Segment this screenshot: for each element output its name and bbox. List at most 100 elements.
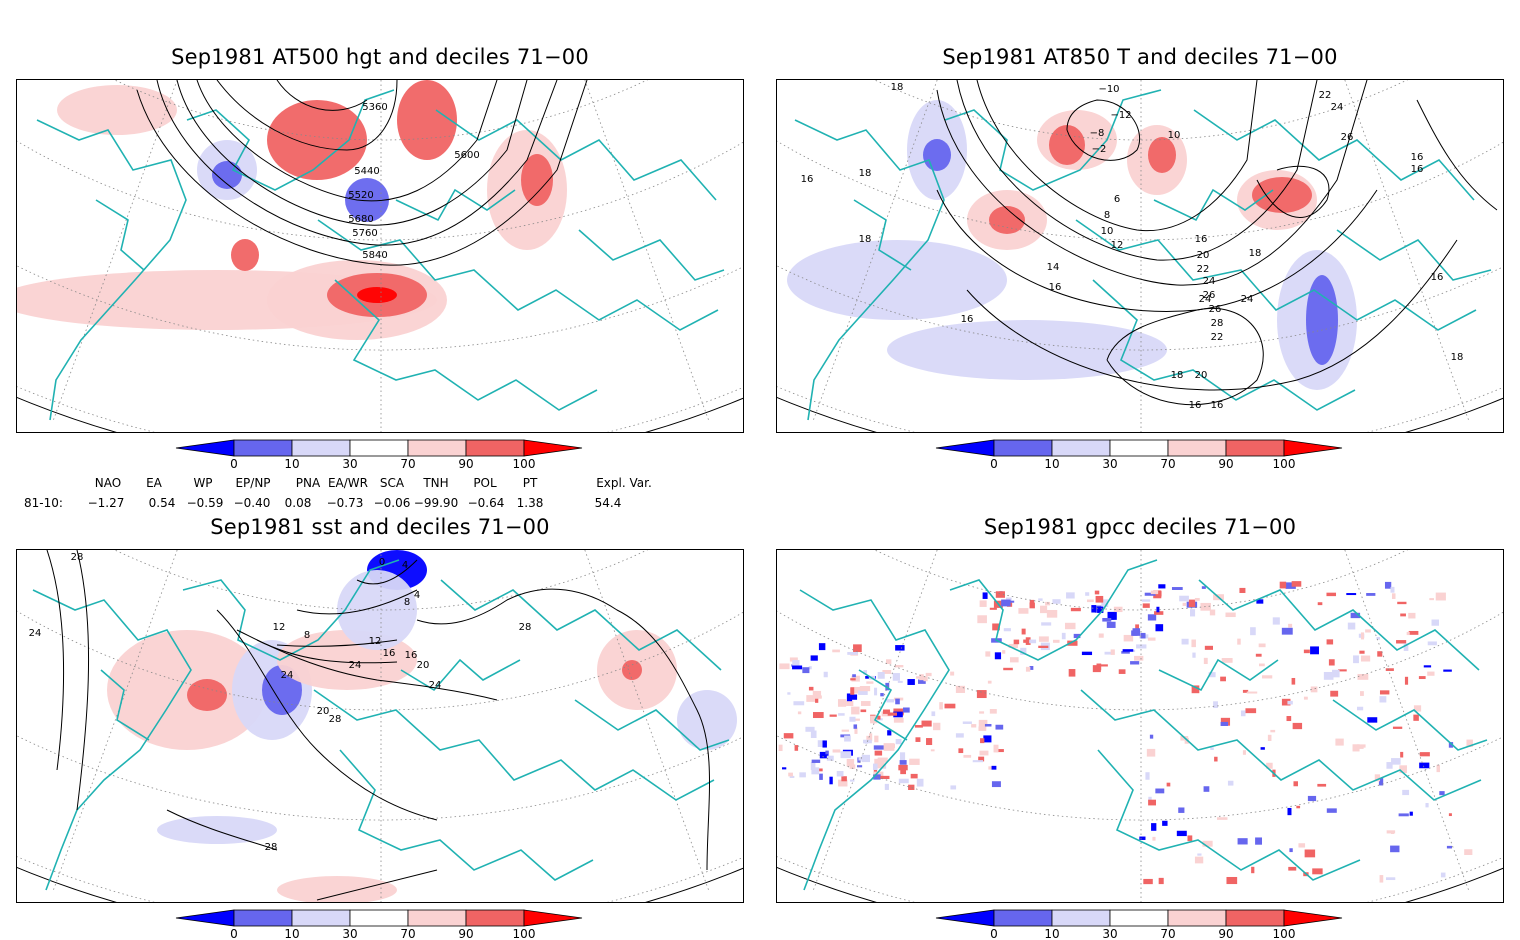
precip-decile-cell — [873, 769, 878, 773]
precip-decile-cell — [1310, 646, 1319, 655]
meridian-gridline — [52, 80, 178, 423]
precip-decile-cell — [793, 701, 805, 706]
precip-decile-cell — [853, 718, 860, 721]
coastline — [1332, 699, 1488, 751]
precip-decile-cell — [1226, 876, 1238, 885]
panel-title-sst: Sep1981 sst and deciles 71−00 — [210, 515, 550, 539]
precip-decile-cell — [1291, 581, 1302, 587]
precip-decile-cell — [1130, 661, 1140, 665]
precip-decile-cell — [882, 670, 892, 674]
precip-decile-cell — [1258, 643, 1266, 648]
colorbar-tick-label: 30 — [1102, 927, 1117, 940]
contour-line — [196, 80, 498, 202]
contour-line — [966, 239, 1458, 391]
precip-decile-cell — [1312, 868, 1323, 875]
decile-shade — [357, 287, 397, 303]
decile-shade — [887, 320, 1167, 380]
precip-decile-cell — [1220, 676, 1226, 682]
contour-label: 22 — [1197, 264, 1210, 275]
precip-decile-cell — [1366, 593, 1376, 596]
colorbar-tick-label: 100 — [513, 927, 536, 940]
precip-decile-cell — [1101, 599, 1109, 608]
precip-decile-cell — [1279, 581, 1287, 589]
colorbar-segment — [349, 909, 409, 927]
precip-decile-cell — [866, 735, 871, 740]
precip-decile-cell — [838, 779, 848, 787]
precip-decile-cell — [980, 738, 985, 744]
coastline — [944, 89, 1162, 191]
coastline — [95, 199, 145, 271]
precip-decile-cell — [812, 690, 822, 699]
precip-decile-cell — [1285, 582, 1296, 589]
precip-decile-cell — [1149, 734, 1154, 739]
contour-label: 16 — [1411, 152, 1424, 163]
precip-decile-cell — [1250, 627, 1256, 636]
contour-label: 24 — [281, 670, 294, 681]
contour-line — [296, 589, 418, 615]
precip-decile-cell — [841, 729, 850, 732]
precip-decile-cell — [1307, 795, 1317, 802]
colorbar-segment — [291, 909, 351, 927]
precip-decile-cell — [895, 739, 902, 745]
precip-decile-cell — [1095, 595, 1104, 603]
precip-decile-cell — [822, 740, 827, 748]
decile-shade — [622, 660, 642, 680]
precip-decile-cell — [810, 730, 817, 738]
index-value: −0.06 — [373, 496, 411, 510]
precip-decile-cell — [811, 759, 821, 763]
contour-label: 16 — [383, 648, 396, 659]
colorbar-arrow-right — [1283, 439, 1343, 457]
precip-decile-cell — [1150, 590, 1159, 595]
coastline — [317, 219, 719, 331]
precip-decile-cell — [1064, 622, 1076, 630]
precip-decile-cell — [1203, 786, 1210, 792]
precip-decile-cell — [1181, 638, 1189, 645]
precip-decile-cell — [1293, 781, 1298, 787]
precip-decile-cell — [1038, 636, 1049, 642]
precip-decile-cell — [1242, 689, 1249, 693]
precip-decile-cell — [857, 765, 863, 768]
colorbar-gpcc: 0 10 30 70 90 100 — [935, 909, 1343, 940]
precip-decile-cell — [982, 592, 988, 599]
contour-lines — [936, 80, 1498, 406]
precip-decile-cell — [1110, 649, 1115, 655]
index-header: PT — [522, 476, 538, 490]
index-header: Expl. Var. — [596, 476, 652, 490]
coastline — [32, 589, 192, 891]
precip-decile-cell — [1094, 590, 1100, 595]
precip-decile-cell — [1246, 691, 1258, 694]
precip-decile-cell — [1446, 845, 1453, 849]
precip-decile-cell — [993, 744, 999, 753]
precip-decile-cell — [1098, 664, 1108, 667]
precip-decile-cell — [1367, 717, 1378, 723]
precip-decile-cell — [1098, 633, 1104, 638]
index-value: −0.59 — [186, 496, 224, 510]
precip-decile-cell — [1013, 639, 1020, 645]
colorbar-segment — [407, 439, 467, 457]
precip-decile-cell — [1179, 595, 1189, 602]
precip-decile-cell — [1347, 622, 1356, 630]
colorbar-tick-label: 100 — [513, 457, 536, 471]
index-value: −0.64 — [467, 496, 505, 510]
meridian-gridline — [741, 80, 744, 255]
precip-decile-cell — [995, 724, 1004, 730]
precip-decile-cell — [1326, 592, 1337, 597]
precip-decile-cell — [819, 773, 823, 780]
precip-decile-cell — [992, 623, 1000, 631]
precip-decile-cell — [1155, 788, 1165, 794]
precip-decile-cell — [1018, 608, 1029, 614]
latitude-gridline — [874, 550, 1408, 611]
decile-shade — [187, 679, 227, 711]
decile-shade — [231, 239, 259, 271]
contour-label: 5440 — [354, 166, 379, 177]
colorbar-tick-label: 70 — [1160, 457, 1175, 471]
precip-decile-cell — [1423, 665, 1432, 668]
contour-label: 18 — [859, 168, 872, 179]
precip-decile-cell — [1390, 845, 1400, 853]
precip-decile-cell — [1216, 817, 1228, 820]
index-header: PNA — [295, 476, 321, 490]
precip-decile-cell — [805, 726, 815, 732]
contour-label: 4 — [402, 560, 408, 571]
precip-decile-cell — [846, 700, 854, 706]
coastline — [578, 229, 725, 281]
